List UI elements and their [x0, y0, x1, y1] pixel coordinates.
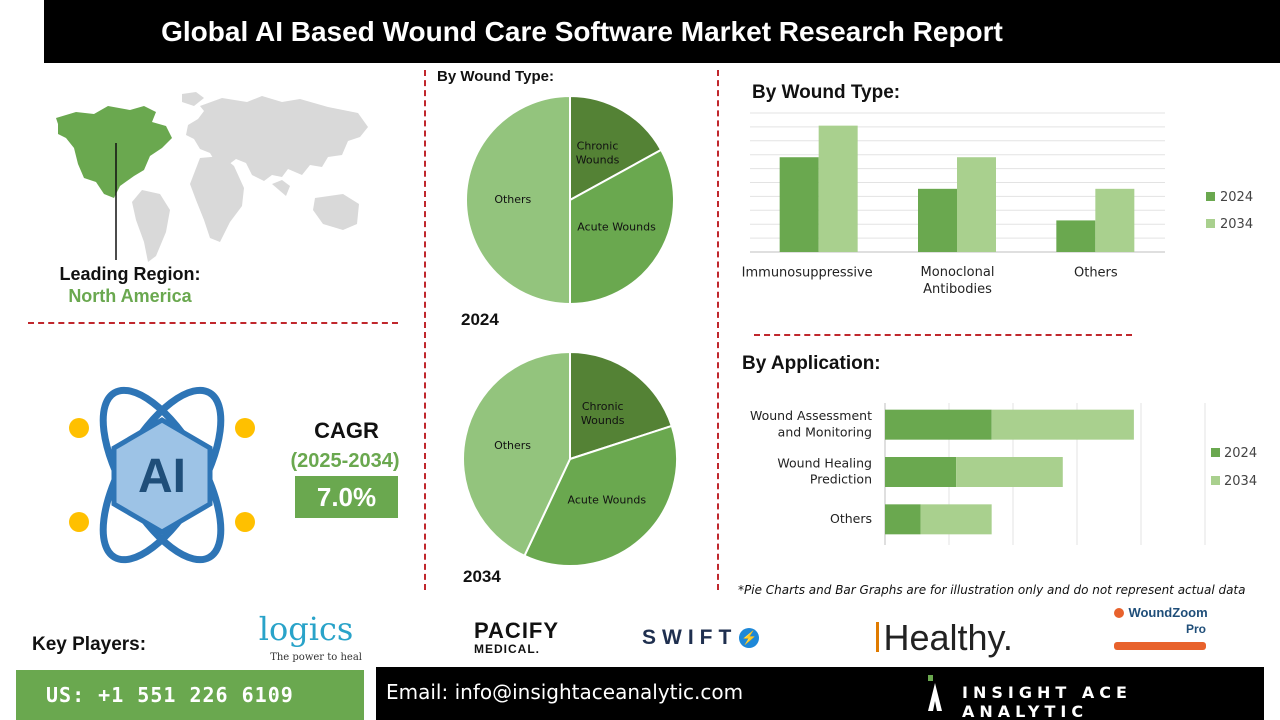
woundzoom-name: WoundZoom — [1128, 605, 1208, 620]
pie-slice-chronic-wounds — [569, 94, 663, 202]
x-tick-label: Immunosuppressive — [742, 266, 873, 281]
region-label: Leading Region: — [59, 264, 201, 284]
pie-label: Wounds — [581, 414, 625, 427]
north-america-shape — [56, 106, 172, 198]
y-tick-label: Others — [830, 511, 872, 526]
pie-slice-others — [465, 94, 571, 306]
world-map — [56, 92, 368, 262]
region-value: North America — [68, 286, 192, 306]
pie-slice-acute-wounds — [523, 424, 678, 567]
pie-year-2034: 2034 — [463, 567, 501, 586]
bar-2024-2 — [1056, 220, 1096, 252]
pie-year-2024: 2024 — [461, 310, 499, 329]
cagr-label: CAGR — [314, 418, 379, 443]
divider-right — [717, 70, 719, 590]
key-players-label: Key Players: — [32, 634, 147, 655]
hbar-2024-1 — [885, 457, 957, 487]
logo-woundzoom: WoundZoom Pro — [1114, 604, 1210, 650]
bolt-icon: ⚡ — [739, 628, 760, 648]
y-tick-label: Wound Assessment — [750, 408, 872, 423]
ai-atom-icon: AI — [69, 386, 255, 564]
logics-tagline: The power to heal — [270, 652, 362, 663]
divider-region — [28, 322, 398, 324]
woundzoom-icon — [1114, 607, 1124, 618]
app-section-title: By Application: — [742, 353, 881, 374]
legend-label-2024: 2024 — [1224, 446, 1257, 461]
legend-label-2034: 2034 — [1220, 217, 1253, 232]
y-tick-label: and Monitoring — [778, 424, 872, 439]
logo-logics: logics The power to heal — [250, 610, 362, 668]
hbar-2034-0 — [991, 409, 1134, 440]
y-tick-label: Prediction — [810, 472, 872, 487]
divider-left — [424, 70, 426, 590]
pie-label: Chronic — [577, 139, 619, 152]
pie-section-title: By Wound Type: — [437, 68, 554, 85]
x-tick-label: Antibodies — [923, 282, 992, 297]
page-title: Global AI Based Wound Care Software Mark… — [161, 15, 1003, 47]
bar-chart-wound-type: Immunosuppressive Monoclonal Antibodies Oth… — [742, 112, 1253, 297]
bar-2024-0 — [779, 157, 819, 252]
pie-slice-chronic-wounds — [569, 350, 674, 461]
legend-swatch-2024 — [1211, 448, 1220, 457]
y-tick-label: Wound Healing — [777, 455, 872, 470]
legend-swatch-2034 — [1211, 476, 1220, 485]
divider-charts — [754, 334, 1132, 336]
pie-label: Chronic — [582, 400, 624, 413]
bar-2034-1 — [957, 157, 996, 252]
logics-name: logics — [258, 610, 354, 648]
logo-pacify: PACIFY MEDICAL. — [474, 618, 560, 657]
cagr-period: (2025-2034) — [290, 450, 400, 472]
pacify-sub: MEDICAL. — [474, 642, 540, 656]
email-bar: Email: info@insightaceanalytic.com INSIG… — [376, 667, 1264, 720]
legend-swatch-2034 — [1206, 219, 1215, 228]
footnote: *Pie Charts and Bar Graphs are for illus… — [738, 583, 1246, 597]
pie-label: Wounds — [576, 154, 620, 167]
email-link[interactable]: Email: info@insightaceanalytic.com — [386, 680, 744, 704]
pacify-name: PACIFY — [474, 618, 560, 643]
brand-logo-icon — [928, 675, 942, 711]
pie-label: Acute Wounds — [568, 494, 647, 507]
hbar-2034-2 — [920, 504, 992, 535]
healthy-name: Healthy. — [883, 617, 1013, 658]
swift-name: SWIFT — [642, 626, 738, 649]
bar-2034-2 — [1095, 188, 1135, 252]
legend-label-2034: 2034 — [1224, 474, 1257, 489]
x-tick-label: Others — [1074, 266, 1118, 281]
svg-text:AI: AI — [138, 450, 186, 503]
logo-healthy: Healthy. — [876, 618, 1013, 658]
brand-name: INSIGHT ACE ANALYTIC — [962, 683, 1132, 720]
logo-swift: SWIFT ⚡ — [642, 626, 760, 650]
woundzoom-sub: Pro — [1185, 622, 1206, 636]
phone-bar: US: +1 551 226 6109 — [16, 670, 364, 720]
bar-section-title: By Wound Type: — [752, 82, 901, 103]
pie-label: Acute Wounds — [577, 221, 656, 234]
woundzoom-login-bar — [1114, 642, 1206, 650]
hbar-2024-2 — [885, 504, 921, 535]
phone-number[interactable]: US: +1 551 226 6109 — [46, 683, 294, 707]
title-bar: Global AI Based Wound Care Software Mark… — [44, 0, 1280, 63]
legend-swatch-2024 — [1206, 192, 1215, 201]
legend-label-2024: 2024 — [1220, 190, 1253, 205]
pie-slice-acute-wounds — [569, 148, 675, 306]
hbar-2024-0 — [885, 409, 992, 440]
cagr-value: 7.0% — [295, 476, 398, 518]
healthy-bar-icon — [876, 622, 879, 652]
bar-2034-0 — [818, 125, 858, 252]
pie-slice-others — [462, 350, 571, 558]
x-tick-label: Monoclonal — [921, 265, 995, 280]
pie-chart-2024: Chronic Wounds Acute Wounds Others — [465, 94, 675, 306]
pie-label: Others — [494, 193, 531, 206]
hbar-2034-1 — [956, 457, 1063, 487]
pie-label: Others — [494, 439, 531, 452]
bar-2024-1 — [918, 188, 957, 252]
